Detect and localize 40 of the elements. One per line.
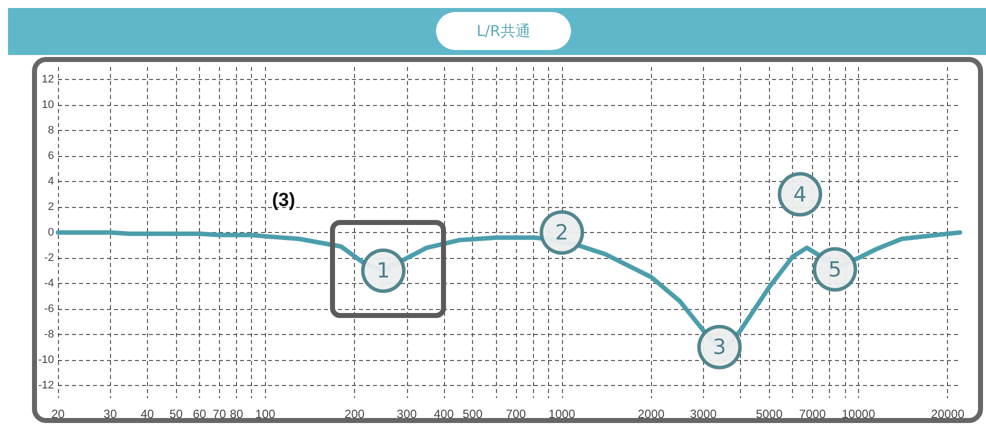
y-tick-label: 8: [48, 124, 54, 137]
y-tick-label: 0: [48, 226, 54, 238]
y-tick-label: -10: [38, 354, 54, 366]
annotation: 5: [828, 257, 842, 282]
annotation: 3: [712, 335, 726, 360]
x-tick-label: 10000: [842, 407, 876, 421]
annotation: (3): [272, 190, 296, 212]
y-tick-label: -6: [44, 302, 54, 315]
x-tick-label: 300: [396, 407, 418, 421]
x-tick-label: 70: [212, 407, 226, 421]
x-tick-label: 50: [169, 407, 184, 421]
x-tick-label: 1000: [548, 407, 576, 421]
x-tick-label: 3000: [690, 407, 718, 421]
chart-title: L/R共通: [436, 12, 571, 50]
x-tick-label: 400: [434, 407, 454, 421]
x-tick-label: 100: [255, 407, 276, 421]
annotation: 4: [793, 182, 807, 206]
x-tick-label: 60: [192, 407, 206, 421]
x-tick-label: 30: [104, 407, 118, 421]
y-tick-label: -4: [44, 277, 54, 290]
annotation: 2: [555, 220, 569, 244]
y-tick-label: 6: [48, 150, 54, 162]
x-tick-label: 200: [344, 407, 365, 421]
x-tick-label: 20: [51, 407, 65, 421]
y-tick-label: 4: [48, 176, 54, 188]
x-tick-label: 500: [462, 407, 483, 421]
y-tick-label: -12: [38, 379, 54, 392]
y-tick-label: 12: [42, 74, 54, 86]
x-tick-label: 2000: [638, 407, 665, 421]
y-tick-label: 2: [48, 201, 54, 214]
y-tick-label: -2: [44, 252, 54, 264]
x-tick-label: 40: [140, 407, 154, 421]
x-tick-label: 20000: [931, 407, 965, 421]
x-tick-label: 5000: [756, 407, 783, 421]
annotation: 1: [376, 258, 390, 283]
y-tick-label: 10: [42, 99, 54, 112]
x-tick-label: 700: [506, 407, 526, 421]
x-tick-label: 7000: [799, 407, 826, 421]
y-tick-label: -8: [44, 328, 54, 340]
x-tick-label: 80: [230, 407, 244, 421]
